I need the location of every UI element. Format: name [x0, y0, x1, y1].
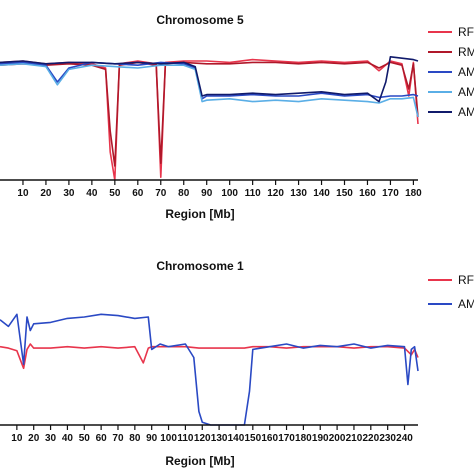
x-tick-label: 210: [346, 433, 363, 444]
x-tick-label: 180: [405, 188, 422, 199]
legend-label: AM: [458, 297, 474, 311]
x-tick-label: 10: [17, 188, 29, 199]
x-tick-label: 160: [261, 433, 278, 444]
x-tick-label: 50: [79, 433, 91, 444]
chart-panel-chromosome-1: Chromosome 1 10 20 30 40 50 60 70 80 90 100 110 120…: [0, 259, 474, 468]
legend-label: AM: [458, 65, 474, 79]
x-tick-label: 130: [211, 433, 228, 444]
x-tick-label: 80: [178, 188, 190, 199]
x-axis-ticks: 10 20 30 40 50 60 70 80 90 100 110 120 130 140 150 160 1…: [11, 425, 413, 444]
x-tick-label: 90: [201, 188, 213, 199]
x-tick-label: 50: [109, 188, 121, 199]
x-tick-label: 110: [245, 188, 262, 199]
x-tick-label: 80: [129, 433, 141, 444]
x-tick-label: 90: [146, 433, 158, 444]
legend: RF RM AM AM AM: [428, 25, 474, 119]
x-tick-label: 100: [160, 433, 177, 444]
x-tick-label: 70: [155, 188, 167, 199]
x-tick-label: 230: [379, 433, 396, 444]
x-tick-label: 120: [267, 188, 284, 199]
x-tick-label: 120: [194, 433, 211, 444]
x-tick-label: 40: [62, 433, 74, 444]
series-line-5: [0, 56, 419, 103]
x-tick-label: 40: [86, 188, 98, 199]
x-tick-label: 140: [313, 188, 330, 199]
series-line-4: [0, 63, 419, 118]
x-tick-label: 190: [312, 433, 329, 444]
x-tick-label: 150: [336, 188, 353, 199]
x-tick-label: 60: [96, 433, 108, 444]
x-tick-label: 100: [221, 188, 238, 199]
series-line-1: [0, 343, 419, 370]
x-tick-label: 20: [40, 188, 52, 199]
x-tick-label: 10: [11, 433, 23, 444]
x-tick-label: 20: [28, 433, 40, 444]
legend-label: RF: [458, 273, 474, 287]
x-tick-label: 170: [382, 188, 399, 199]
series-group: [0, 56, 419, 181]
x-tick-label: 140: [228, 433, 245, 444]
x-tick-label: 240: [396, 433, 413, 444]
x-tick-label: 180: [295, 433, 312, 444]
legend-label: AM: [458, 105, 474, 119]
x-tick-label: 110: [177, 433, 194, 444]
x-tick-label: 170: [278, 433, 295, 444]
x-axis-label: Region [Mb]: [165, 207, 234, 221]
x-tick-label: 220: [362, 433, 379, 444]
legend-label: RM: [458, 45, 474, 59]
legend: RF AM: [428, 273, 474, 311]
series-line-2: [0, 61, 419, 167]
x-axis-ticks: 10 20 30 40 50 60 70 80 90 100 110 120 130 140 150 160 1…: [17, 180, 422, 199]
x-tick-label: 150: [244, 433, 261, 444]
x-tick-label: 60: [132, 188, 144, 199]
x-tick-label: 30: [45, 433, 57, 444]
x-axis-label: Region [Mb]: [165, 454, 234, 468]
chart-title: Chromosome 5: [156, 13, 244, 27]
x-tick-label: 70: [112, 433, 124, 444]
x-tick-label: 30: [63, 188, 75, 199]
series-group: [0, 313, 419, 426]
chart-title: Chromosome 1: [156, 259, 244, 273]
legend-label: RF: [458, 25, 474, 39]
x-tick-label: 200: [329, 433, 346, 444]
series-line-3: [0, 61, 419, 100]
x-tick-label: 130: [290, 188, 307, 199]
x-tick-label: 160: [359, 188, 376, 199]
chart-panel-chromosome-5: Chromosome 5 10 20 30 40 50 60 70 80 90 100 110 120…: [0, 13, 474, 221]
legend-label: AM: [458, 85, 474, 99]
series-line-2: [0, 313, 419, 426]
